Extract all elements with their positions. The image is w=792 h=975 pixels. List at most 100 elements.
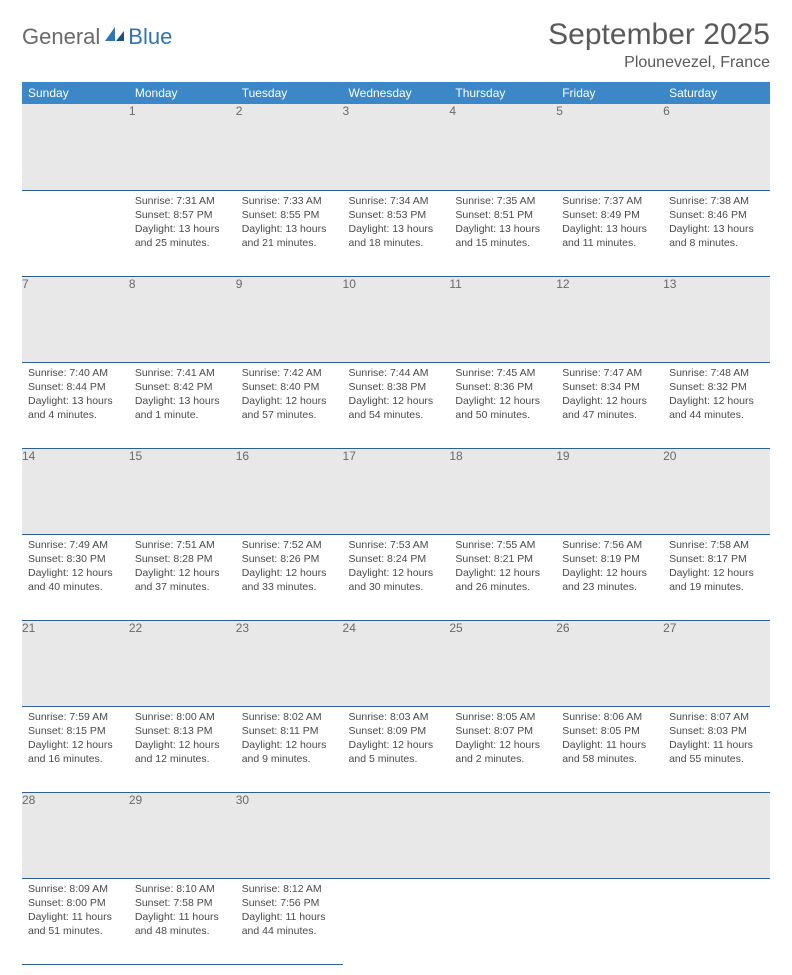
day-cell: Sunrise: 8:02 AMSunset: 8:11 PMDaylight:… xyxy=(236,707,343,771)
day-cell: Sunrise: 7:58 AMSunset: 8:17 PMDaylight:… xyxy=(663,535,770,599)
sunrise-line: Sunrise: 7:49 AM xyxy=(28,538,123,552)
day-cell: Sunrise: 8:03 AMSunset: 8:09 PMDaylight:… xyxy=(343,707,450,771)
daylight-line: Daylight: 12 hours and 40 minutes. xyxy=(28,566,123,594)
sunrise-line: Sunrise: 7:33 AM xyxy=(242,194,337,208)
sunrise-line: Sunrise: 7:31 AM xyxy=(135,194,230,208)
sunset-line: Sunset: 8:46 PM xyxy=(669,208,764,222)
day-cell: Sunrise: 7:47 AMSunset: 8:34 PMDaylight:… xyxy=(556,363,663,427)
logo: General Blue xyxy=(22,24,172,50)
day-cell: Sunrise: 7:41 AMSunset: 8:42 PMDaylight:… xyxy=(129,363,236,427)
day-cell: Sunrise: 7:31 AMSunset: 8:57 PMDaylight:… xyxy=(129,191,236,255)
daylight-line: Daylight: 12 hours and 23 minutes. xyxy=(562,566,657,594)
weekday-header: Friday xyxy=(556,82,663,104)
daynum: 7 xyxy=(22,276,129,362)
logo-sail-icon xyxy=(104,26,126,49)
daynum-empty xyxy=(22,104,129,190)
sunset-line: Sunset: 8:55 PM xyxy=(242,208,337,222)
daylight-line: Daylight: 12 hours and 44 minutes. xyxy=(669,394,764,422)
daynum: 24 xyxy=(343,620,450,706)
sunset-line: Sunset: 8:03 PM xyxy=(669,724,764,738)
daylight-line: Daylight: 11 hours and 58 minutes. xyxy=(562,738,657,766)
sunset-line: Sunset: 8:21 PM xyxy=(455,552,550,566)
calendar-table: SundayMondayTuesdayWednesdayThursdayFrid… xyxy=(22,82,770,965)
sunrise-line: Sunrise: 7:42 AM xyxy=(242,366,337,380)
day-cell-empty xyxy=(663,878,770,964)
daynum: 1 xyxy=(129,104,236,190)
daynum: 26 xyxy=(556,620,663,706)
location: Plounevezel, France xyxy=(548,54,770,72)
daynum: 15 xyxy=(129,448,236,534)
sunset-line: Sunset: 8:32 PM xyxy=(669,380,764,394)
weekday-header: Thursday xyxy=(449,82,556,104)
daynum-empty xyxy=(449,792,556,878)
day-cell: Sunrise: 8:12 AMSunset: 7:56 PMDaylight:… xyxy=(236,879,343,943)
daylight-line: Daylight: 12 hours and 33 minutes. xyxy=(242,566,337,594)
daynum: 9 xyxy=(236,276,343,362)
sunset-line: Sunset: 8:28 PM xyxy=(135,552,230,566)
daylight-line: Daylight: 12 hours and 50 minutes. xyxy=(455,394,550,422)
sunset-line: Sunset: 8:44 PM xyxy=(28,380,123,394)
day-cell: Sunrise: 7:56 AMSunset: 8:19 PMDaylight:… xyxy=(556,535,663,599)
daylight-line: Daylight: 12 hours and 12 minutes. xyxy=(135,738,230,766)
day-cell: Sunrise: 8:00 AMSunset: 8:13 PMDaylight:… xyxy=(129,707,236,771)
daynum: 20 xyxy=(663,448,770,534)
sunrise-line: Sunrise: 7:47 AM xyxy=(562,366,657,380)
day-cell: Sunrise: 8:06 AMSunset: 8:05 PMDaylight:… xyxy=(556,707,663,771)
sunset-line: Sunset: 8:05 PM xyxy=(562,724,657,738)
sunrise-line: Sunrise: 8:00 AM xyxy=(135,710,230,724)
day-cell: Sunrise: 7:53 AMSunset: 8:24 PMDaylight:… xyxy=(343,535,450,599)
sunrise-line: Sunrise: 7:56 AM xyxy=(562,538,657,552)
sunset-line: Sunset: 8:09 PM xyxy=(349,724,444,738)
sunrise-line: Sunrise: 8:06 AM xyxy=(562,710,657,724)
sunrise-line: Sunrise: 8:12 AM xyxy=(242,882,337,896)
sunset-line: Sunset: 8:13 PM xyxy=(135,724,230,738)
sunrise-line: Sunrise: 7:44 AM xyxy=(349,366,444,380)
daylight-line: Daylight: 11 hours and 51 minutes. xyxy=(28,910,123,938)
sunset-line: Sunset: 8:07 PM xyxy=(455,724,550,738)
daylight-line: Daylight: 13 hours and 1 minute. xyxy=(135,394,230,422)
sunset-line: Sunset: 8:36 PM xyxy=(455,380,550,394)
daynum: 2 xyxy=(236,104,343,190)
sunset-line: Sunset: 8:38 PM xyxy=(349,380,444,394)
day-cell-empty xyxy=(343,878,450,964)
daylight-line: Daylight: 13 hours and 11 minutes. xyxy=(562,222,657,250)
sunrise-line: Sunrise: 7:41 AM xyxy=(135,366,230,380)
daynum: 12 xyxy=(556,276,663,362)
sunrise-line: Sunrise: 7:55 AM xyxy=(455,538,550,552)
sunset-line: Sunset: 8:15 PM xyxy=(28,724,123,738)
daynum: 4 xyxy=(449,104,556,190)
weekday-header: Monday xyxy=(129,82,236,104)
day-cell: Sunrise: 7:55 AMSunset: 8:21 PMDaylight:… xyxy=(449,535,556,599)
weekday-header: Saturday xyxy=(663,82,770,104)
daylight-line: Daylight: 12 hours and 19 minutes. xyxy=(669,566,764,594)
daynum: 25 xyxy=(449,620,556,706)
daylight-line: Daylight: 11 hours and 48 minutes. xyxy=(135,910,230,938)
day-cell: Sunrise: 7:34 AMSunset: 8:53 PMDaylight:… xyxy=(343,191,450,255)
daylight-line: Daylight: 12 hours and 47 minutes. xyxy=(562,394,657,422)
daynum-empty xyxy=(343,792,450,878)
day-cell: Sunrise: 7:37 AMSunset: 8:49 PMDaylight:… xyxy=(556,191,663,255)
sunrise-line: Sunrise: 8:03 AM xyxy=(349,710,444,724)
day-cell: Sunrise: 8:10 AMSunset: 7:58 PMDaylight:… xyxy=(129,879,236,943)
daynum: 16 xyxy=(236,448,343,534)
sunset-line: Sunset: 8:53 PM xyxy=(349,208,444,222)
sunrise-line: Sunrise: 7:48 AM xyxy=(669,366,764,380)
sunrise-line: Sunrise: 7:53 AM xyxy=(349,538,444,552)
day-cell-empty xyxy=(449,878,556,964)
daylight-line: Daylight: 12 hours and 9 minutes. xyxy=(242,738,337,766)
sunrise-line: Sunrise: 7:34 AM xyxy=(349,194,444,208)
daylight-line: Daylight: 12 hours and 30 minutes. xyxy=(349,566,444,594)
daynum: 28 xyxy=(22,792,129,878)
daylight-line: Daylight: 13 hours and 21 minutes. xyxy=(242,222,337,250)
daynum: 11 xyxy=(449,276,556,362)
day-cell: Sunrise: 7:38 AMSunset: 8:46 PMDaylight:… xyxy=(663,191,770,255)
sunrise-line: Sunrise: 8:10 AM xyxy=(135,882,230,896)
daynum: 8 xyxy=(129,276,236,362)
sunset-line: Sunset: 8:11 PM xyxy=(242,724,337,738)
sunset-line: Sunset: 7:56 PM xyxy=(242,896,337,910)
sunrise-line: Sunrise: 7:52 AM xyxy=(242,538,337,552)
weekday-header: Wednesday xyxy=(343,82,450,104)
day-cell: Sunrise: 8:05 AMSunset: 8:07 PMDaylight:… xyxy=(449,707,556,771)
daynum: 14 xyxy=(22,448,129,534)
daylight-line: Daylight: 13 hours and 18 minutes. xyxy=(349,222,444,250)
